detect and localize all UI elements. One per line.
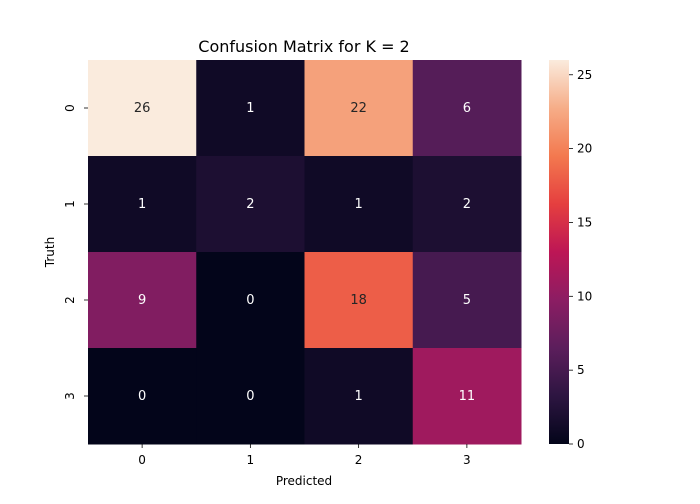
heatmap-cell — [88, 348, 197, 445]
y-axis-ticks: 0 1 2 3 — [63, 104, 88, 400]
colorbar-tick-label: 20 — [577, 142, 592, 156]
colorbar — [549, 60, 569, 444]
heatmap-cell — [304, 156, 414, 253]
colorbar-tick-label: 5 — [577, 363, 585, 377]
cell-value-label: 9 — [138, 293, 146, 308]
heatmap-cell — [88, 60, 197, 157]
colorbar-tick-label: 10 — [577, 289, 592, 303]
cell-value-label: 2 — [246, 197, 254, 212]
colorbar-tick-label: 0 — [577, 437, 585, 451]
heatmap-cell — [304, 60, 414, 157]
y-tick-label: 3 — [63, 392, 77, 400]
heatmap-cell — [196, 60, 305, 157]
y-tick-label: 0 — [63, 104, 77, 112]
cell-value-label: 0 — [138, 389, 146, 404]
x-axis-ticks: 0 1 2 3 — [138, 444, 471, 467]
heatmap-cell — [88, 252, 197, 349]
x-tick-label: 1 — [247, 453, 255, 467]
cell-value-label: 1 — [354, 197, 362, 212]
cell-value-label: 0 — [246, 389, 254, 404]
cell-value-label: 11 — [459, 389, 476, 404]
heatmap-cell — [304, 348, 414, 445]
cell-value-label: 22 — [350, 101, 367, 116]
chart-title: Confusion Matrix for K = 2 — [198, 37, 409, 56]
cell-value-label: 1 — [246, 101, 254, 116]
x-tick-label: 0 — [138, 453, 146, 467]
heatmap-cell — [304, 252, 414, 349]
colorbar-tick-label: 25 — [577, 68, 592, 82]
cell-value-label: 0 — [246, 293, 254, 308]
heatmap-cell-labels: 26 1 22 61 2 1 29 0 18 50 0 1 11 — [134, 101, 475, 404]
cell-value-label: 5 — [463, 293, 471, 308]
cell-value-label: 26 — [134, 101, 151, 116]
colorbar-tick-label: 15 — [577, 215, 592, 229]
heatmap-cell — [196, 348, 305, 445]
cell-value-label: 6 — [463, 101, 471, 116]
heatmap-cell — [196, 252, 305, 349]
heatmap-cell — [412, 60, 522, 157]
heatmap-cells — [88, 60, 522, 445]
colorbar-ticks: 0 5 10 15 20 25 — [569, 68, 592, 451]
x-axis-label: Predicted — [276, 474, 332, 488]
cell-value-label: 2 — [463, 197, 471, 212]
y-axis-label: Truth — [43, 237, 57, 268]
cell-value-label: 1 — [138, 197, 146, 212]
heatmap-cell — [412, 252, 522, 349]
heatmap-cell — [196, 156, 305, 253]
heatmap-cell — [412, 156, 522, 253]
x-tick-label: 2 — [355, 453, 363, 467]
x-tick-label: 3 — [463, 453, 471, 467]
heatmap-cell — [88, 156, 197, 253]
cell-value-label: 18 — [350, 293, 367, 308]
heatmap-cell — [412, 348, 522, 445]
y-tick-label: 1 — [63, 200, 77, 208]
cell-value-label: 1 — [354, 389, 362, 404]
y-tick-label: 2 — [63, 296, 77, 304]
